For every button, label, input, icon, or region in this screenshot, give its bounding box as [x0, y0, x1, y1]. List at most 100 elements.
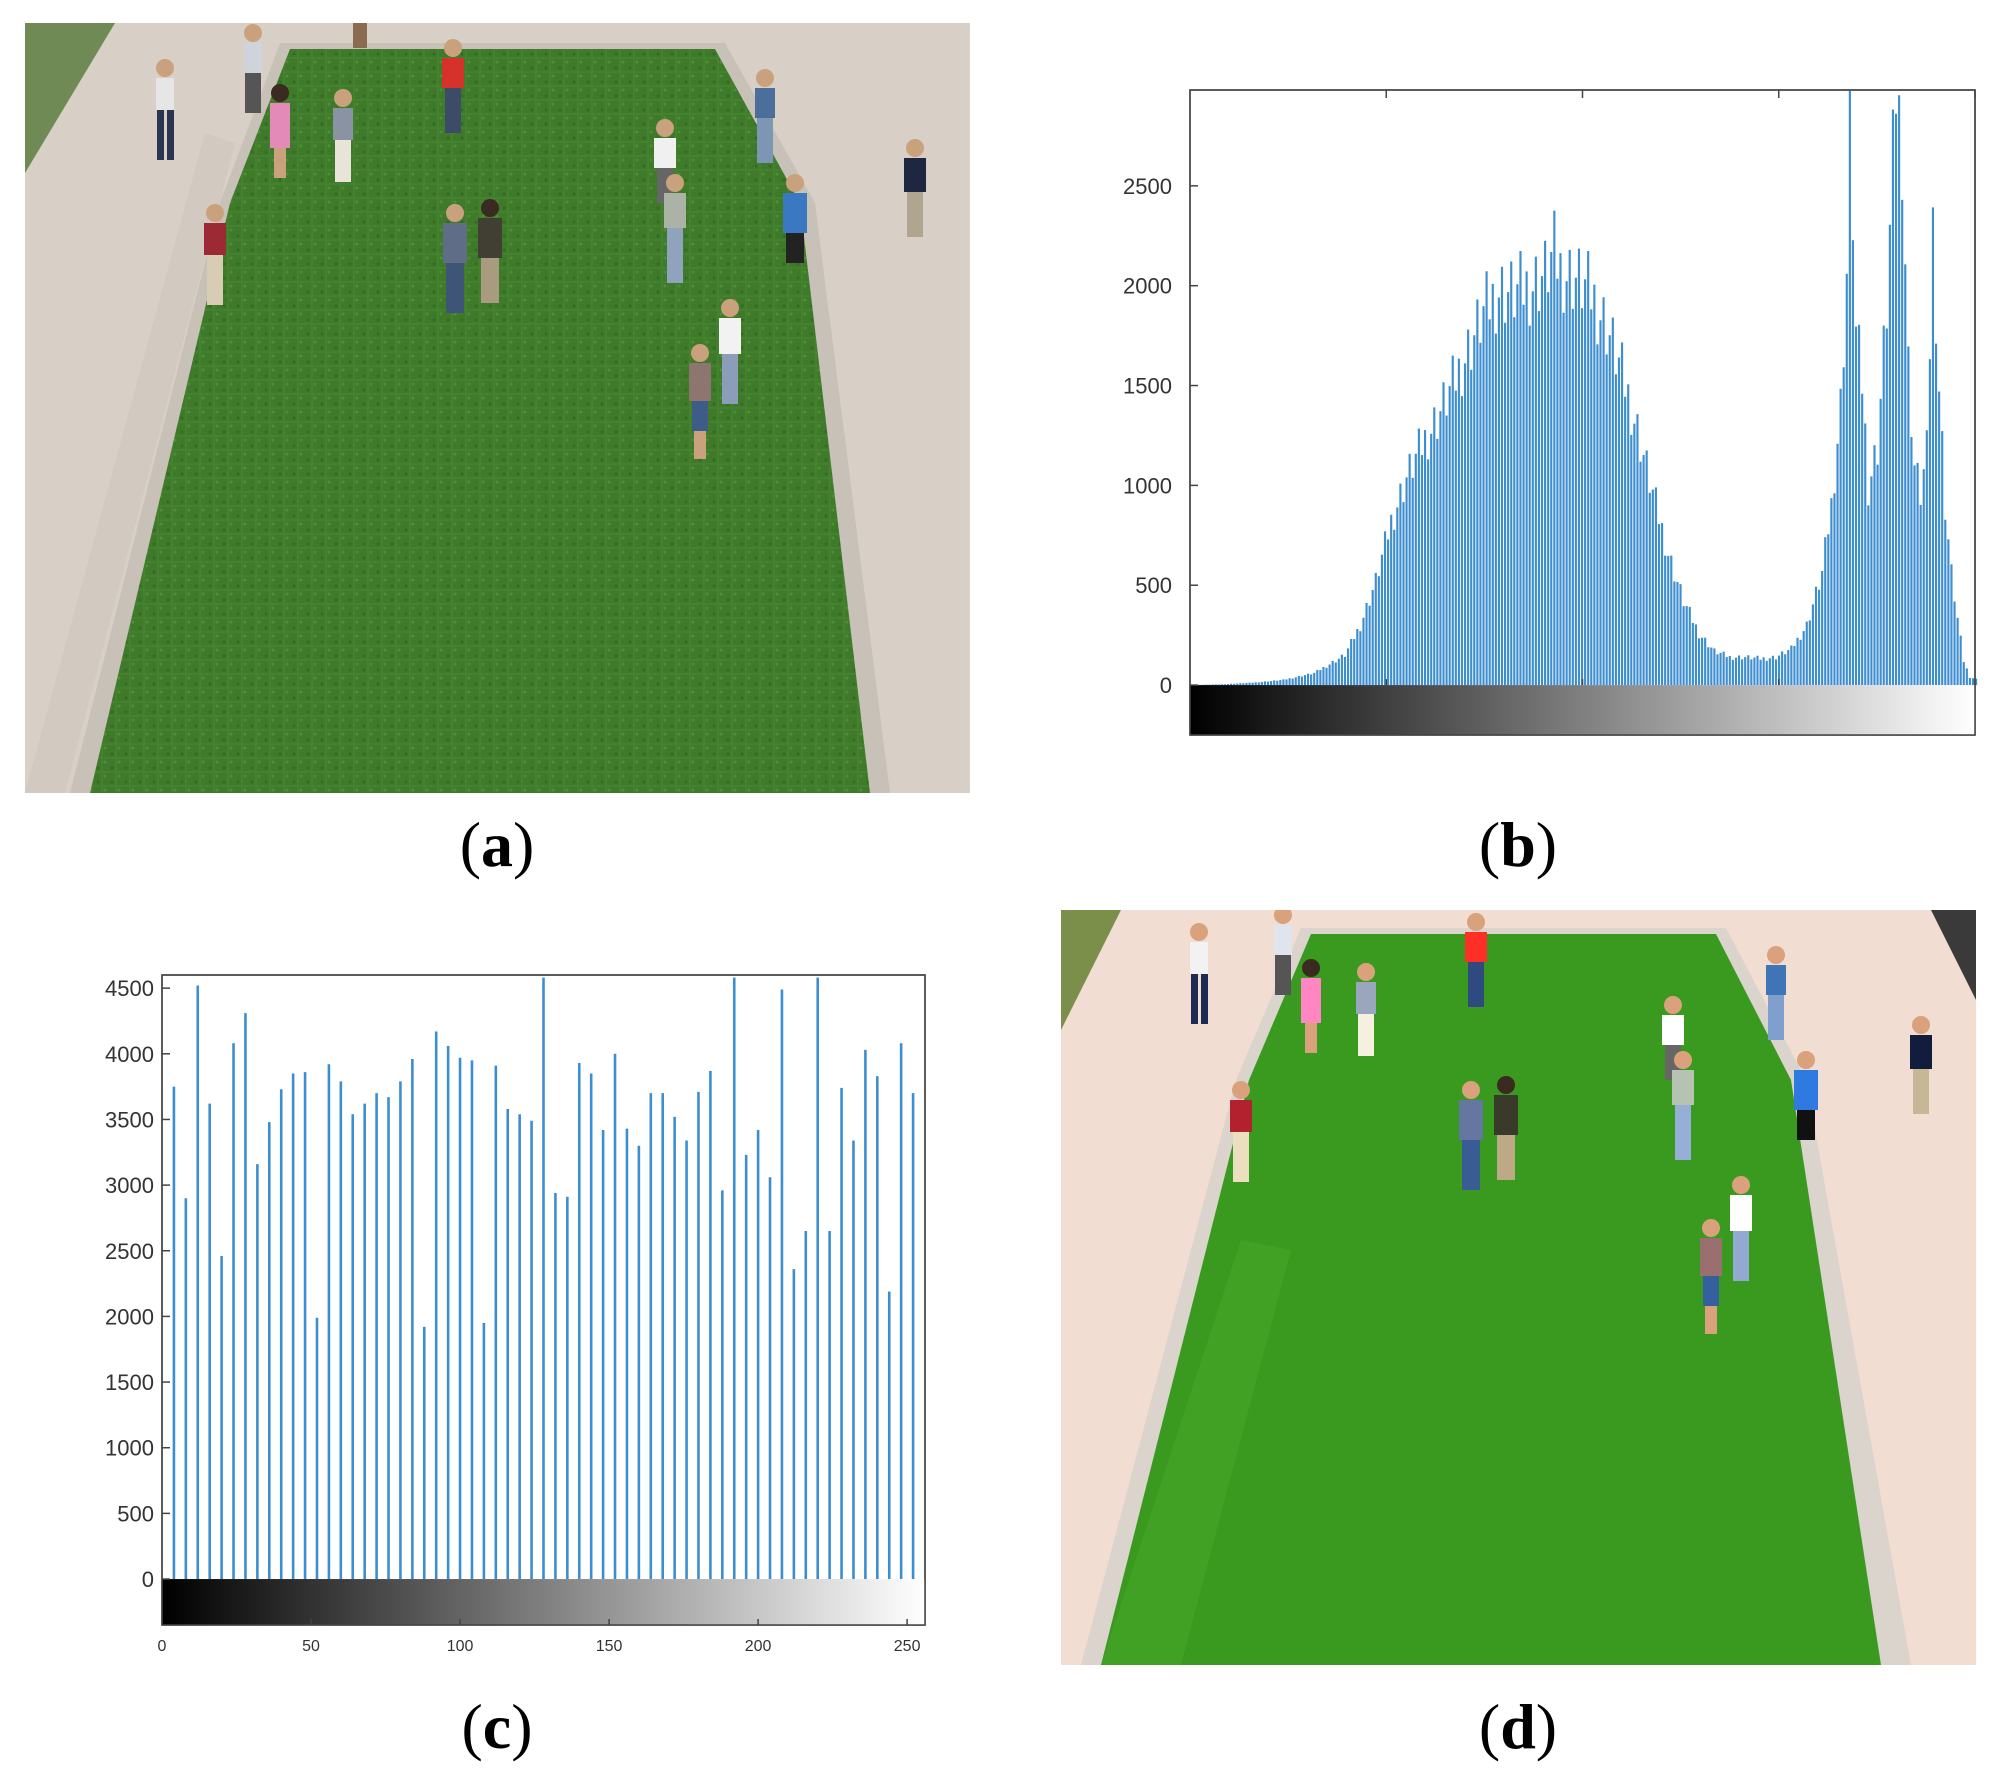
- bar-b-76: [1423, 430, 1427, 686]
- bar-b-23: [1260, 681, 1263, 686]
- bar-b-225: [1882, 325, 1885, 686]
- bar-b-184: [1756, 655, 1759, 686]
- bar-b-158: [1676, 582, 1679, 686]
- bar-b-222: [1873, 445, 1876, 686]
- y-tick-label-b: 1500: [1123, 374, 1172, 399]
- bar-b-197: [1796, 637, 1799, 686]
- bar-b-202: [1811, 604, 1814, 686]
- bar-b-52: [1350, 638, 1353, 686]
- bar-b-106: [1516, 284, 1519, 686]
- bar-b-14: [1233, 683, 1236, 686]
- bar-b-170: [1713, 648, 1716, 686]
- bar-b-83: [1445, 415, 1448, 686]
- bar-b-133: [1599, 320, 1602, 686]
- colorbar-b: [1190, 685, 1975, 735]
- bar-b-194: [1787, 650, 1790, 686]
- bar-b-230: [1898, 95, 1901, 686]
- bar-b-88: [1460, 396, 1464, 686]
- bar-b-166: [1701, 637, 1704, 686]
- bar-b-55: [1359, 631, 1362, 686]
- bar-b-90: [1467, 329, 1470, 686]
- bar-b-163: [1691, 622, 1694, 686]
- bar-b-114: [1540, 276, 1544, 686]
- bar-b-117: [1550, 251, 1553, 686]
- bar-b-147: [1642, 455, 1645, 686]
- bar-b-178: [1737, 655, 1741, 686]
- bar-b-209: [1833, 493, 1836, 686]
- bar-b-15: [1236, 683, 1239, 686]
- x-tick-label-c: 50: [302, 1638, 320, 1655]
- bar-b-135: [1605, 354, 1608, 686]
- bar-b-112: [1534, 256, 1537, 686]
- bar-b-153: [1661, 523, 1664, 686]
- bar-b-30: [1282, 679, 1285, 686]
- bar-b-56: [1362, 617, 1365, 686]
- y-tick-label-c: 4000: [105, 1042, 154, 1067]
- bar-b-179: [1741, 659, 1744, 686]
- bar-b-24: [1263, 681, 1267, 686]
- bar-b-100: [1497, 297, 1500, 686]
- bar-b-79: [1433, 407, 1436, 686]
- bar-b-85: [1451, 355, 1454, 686]
- bar-b-128: [1584, 279, 1587, 686]
- bar-b-119: [1556, 278, 1559, 686]
- bar-b-67: [1396, 507, 1399, 686]
- histogram-bars-b: [1193, 90, 1978, 686]
- bar-b-151: [1654, 487, 1657, 686]
- bar-b-231: [1901, 199, 1904, 686]
- bar-b-12: [1226, 683, 1230, 686]
- bar-b-121: [1562, 312, 1565, 686]
- bar-b-53: [1353, 639, 1356, 686]
- bar-b-216: [1854, 326, 1858, 686]
- bar-b-148: [1645, 450, 1648, 686]
- bar-b-190: [1774, 659, 1778, 686]
- bar-b-139: [1617, 357, 1621, 686]
- bar-b-208: [1830, 498, 1833, 686]
- bar-b-218: [1861, 393, 1864, 686]
- bar-b-145: [1636, 414, 1639, 686]
- bar-b-140: [1620, 342, 1624, 686]
- bar-b-232: [1904, 264, 1907, 686]
- bar-b-65: [1390, 514, 1393, 686]
- bar-b-110: [1528, 325, 1531, 686]
- bar-b-251: [1962, 662, 1965, 686]
- bar-b-18: [1245, 682, 1248, 686]
- bar-b-177: [1734, 657, 1738, 686]
- bar-b-51: [1347, 648, 1350, 686]
- bar-b-125: [1574, 277, 1577, 686]
- bar-b-210: [1836, 443, 1839, 686]
- bar-b-142: [1627, 384, 1630, 686]
- x-tick-label-c: 150: [596, 1638, 623, 1655]
- bar-b-35: [1297, 675, 1300, 686]
- bar-b-253: [1968, 677, 1971, 686]
- y-tick-label-c: 3500: [105, 1107, 154, 1132]
- bar-b-60: [1374, 572, 1377, 686]
- bar-b-243: [1938, 391, 1941, 686]
- bar-b-252: [1965, 668, 1968, 686]
- bar-b-94: [1479, 342, 1482, 686]
- bar-b-162: [1688, 606, 1691, 686]
- bar-b-180: [1744, 657, 1747, 686]
- bar-b-206: [1824, 537, 1827, 686]
- bar-b-115: [1544, 240, 1547, 686]
- bar-b-126: [1577, 248, 1581, 686]
- bar-b-54: [1356, 629, 1359, 686]
- caption-d: (d): [1478, 1691, 1558, 1762]
- histogram-bars-c: [172, 977, 915, 1580]
- bar-b-226: [1885, 328, 1888, 686]
- bar-b-34: [1294, 677, 1297, 686]
- bar-b-49: [1340, 654, 1343, 686]
- bar-b-141: [1624, 396, 1627, 686]
- y-tick-label-c: 1500: [105, 1370, 154, 1395]
- original-crowd-photo: [25, 23, 970, 793]
- bar-b-87: [1457, 358, 1460, 686]
- bar-b-104: [1510, 261, 1513, 686]
- bar-b-247: [1950, 564, 1953, 686]
- bar-b-10: [1220, 684, 1223, 686]
- bar-b-134: [1602, 297, 1605, 686]
- bar-b-215: [1851, 240, 1855, 686]
- bar-b-75: [1420, 455, 1424, 686]
- histogram-original: 0 500 1000 1500 2000 2500: [1100, 80, 1980, 800]
- bar-b-29: [1279, 680, 1282, 686]
- bar-b-13: [1230, 683, 1233, 686]
